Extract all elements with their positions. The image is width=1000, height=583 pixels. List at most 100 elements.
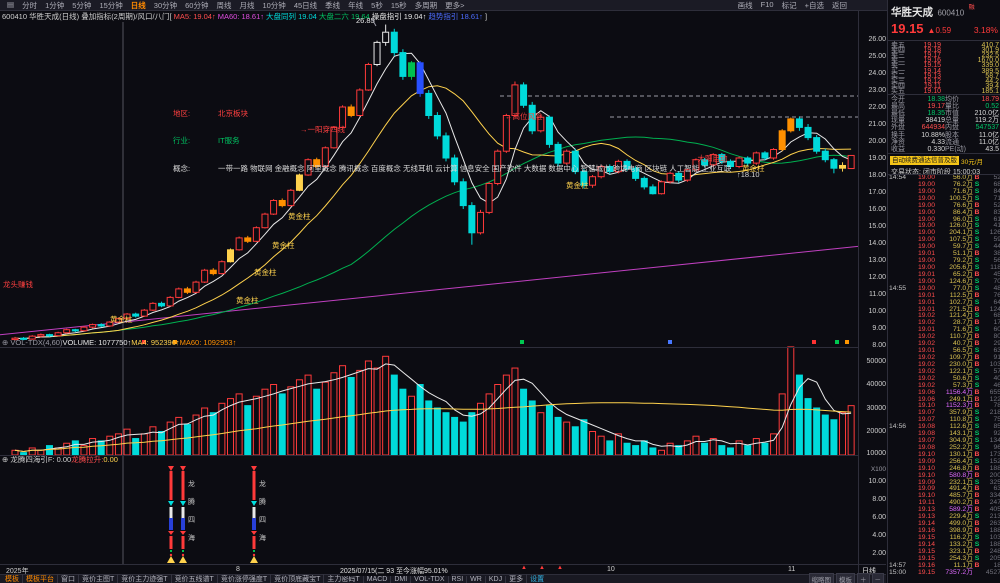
indicator-red-bar2: [252, 536, 256, 549]
indicator-tab[interactable]: 模板: [2, 574, 23, 583]
indicator-tab[interactable]: RSI: [449, 575, 468, 583]
period-button[interactable]: 45日线: [293, 0, 318, 10]
candle-body: [330, 126, 338, 149]
indicator-tab[interactable]: 设置: [530, 576, 545, 583]
indicator-tab[interactable]: 主力密码T: [324, 574, 364, 583]
indicator-tab[interactable]: DMI: [391, 575, 412, 583]
tick-cell: 45: [993, 270, 1000, 278]
candle-body: [520, 84, 528, 106]
indicator-char: 腾: [188, 497, 195, 506]
divider-axis-top: [0, 564, 886, 565]
chart-annotation: ←高位风险: [505, 111, 543, 121]
tick-cell: 19.02: [917, 340, 935, 348]
period-button[interactable]: 更多>: [445, 0, 465, 10]
indicator-red-bar2: [181, 536, 185, 549]
toolbar-button[interactable]: +自选: [804, 0, 824, 10]
tick-row: 19.13 589.2万 B 405: [889, 506, 1000, 514]
tick-cell: 71.6万: [952, 187, 973, 195]
tick-cell: [889, 362, 910, 369]
period-button[interactable]: 10分钟: [262, 0, 286, 10]
indicator-tab[interactable]: KDJ: [486, 575, 507, 583]
order-book-cell: 19.14: [923, 68, 941, 75]
indicator-tab[interactable]: MACD: [364, 575, 392, 583]
order-book-cell: 44.2: [985, 78, 999, 86]
indicator-tab[interactable]: 模板平台: [23, 574, 58, 583]
tick-cell: [889, 549, 910, 556]
tick-row: 19.00 76.6万 B 52: [889, 202, 1000, 210]
tick-cell: 46: [993, 381, 1000, 389]
window-icon[interactable]: ▤: [7, 0, 15, 9]
period-button[interactable]: 季线: [325, 0, 341, 10]
volume-ma-line: [14, 363, 852, 453]
tick-row: 19.08 252.2万 S 96: [889, 444, 1000, 452]
tick-cell: [889, 410, 910, 417]
period-button[interactable]: 分时: [22, 0, 38, 10]
period-button[interactable]: 周线: [216, 0, 232, 10]
stats-cell: 量比: [945, 103, 959, 111]
volume-bar: [201, 407, 209, 456]
tick-row: 19.00 204.1万 S 126: [889, 229, 1000, 237]
indicator-tab[interactable]: 竞价涨停强度T: [218, 574, 272, 583]
toolbar-button[interactable]: F10: [760, 0, 774, 9]
header-segment: MA4: 952396↑: [131, 339, 180, 347]
volume-bar: [778, 393, 786, 456]
indicator-tab[interactable]: 竞价五线谱T: [172, 574, 218, 583]
volume-bar: [709, 438, 717, 456]
candle-body: [390, 31, 398, 54]
period-button[interactable]: 5分钟: [72, 0, 92, 10]
period-button[interactable]: 60分钟: [185, 0, 209, 10]
mini-button[interactable]: －: [871, 573, 884, 583]
period-button[interactable]: 月线: [239, 0, 255, 10]
candle-body: [511, 84, 519, 117]
subscription-banner[interactable]: 自动续费通达信普及版 30元/月: [890, 155, 1000, 166]
period-button[interactable]: 5秒: [371, 0, 383, 10]
header-segment: 趋势指引 18.61↑: [428, 12, 483, 21]
signal-square: [845, 340, 849, 344]
tick-cell: [889, 521, 910, 528]
mini-button[interactable]: 模板: [836, 573, 855, 583]
period-button[interactable]: 15秒: [390, 0, 407, 10]
indicator-tab[interactable]: 竞价顶底藏宝T: [271, 574, 325, 583]
toolbar-button[interactable]: 画线: [737, 0, 753, 10]
long-ma-line: [0, 245, 858, 336]
tick-cell: [889, 237, 910, 244]
indicator-cyan-arrow: [251, 501, 257, 506]
tick-cell: 19.00: [917, 257, 935, 265]
toolbar-button[interactable]: 返回: [832, 0, 847, 10]
tick-by-tick-list[interactable]: 14:54 19.00 56.0万 B 52 19.00 76.2万 S 68 19.00 71.6…: [889, 175, 1000, 579]
mini-button[interactable]: 缩略图: [808, 573, 834, 583]
period-button[interactable]: 多周期: [414, 0, 438, 10]
period-button[interactable]: 15分钟: [99, 0, 123, 10]
tick-cell: 65.2万: [952, 270, 973, 278]
mini-button[interactable]: ＋: [857, 573, 870, 583]
stats-cell: 18.38: [927, 96, 945, 103]
indicator-tab[interactable]: 竞价主力迹强T: [118, 574, 172, 583]
indicator-tab[interactable]: WR: [467, 575, 486, 583]
tick-row: 19.16 398.9万 B 188: [889, 527, 1000, 535]
tick-cell: 92: [993, 430, 1000, 438]
main-chart[interactable]: 26.85→一阳穿四线←高位风险→大阳启动龙头赚钱↑18.10黄金柱黄金柱黄金柱…: [0, 0, 858, 574]
tick-cell: 56.5万: [952, 347, 973, 355]
tick-cell: 52: [993, 175, 1000, 181]
axis-signal-mark: ▲: [539, 565, 545, 571]
indicator-tab[interactable]: VOL-TDX: [411, 575, 449, 583]
period-button[interactable]: 1分钟: [45, 0, 65, 10]
stats-cell: 18.35: [927, 110, 945, 118]
candle-body: [770, 149, 778, 159]
candle-body: [459, 181, 467, 207]
tick-cell: 59.7万: [952, 243, 973, 251]
toolbar-button[interactable]: 标记: [781, 0, 797, 10]
stock-name-row: 华胜天成 600410 融: [891, 2, 999, 20]
indicator-tab[interactable]: 窗口: [58, 574, 79, 583]
tick-cell: 19.02: [917, 360, 935, 368]
tick-cell: 118: [990, 263, 1000, 271]
period-button[interactable]: 日线: [130, 0, 146, 10]
volume-bar: [166, 421, 174, 456]
indicator-tab[interactable]: 更多: [506, 574, 528, 583]
indicator-tab[interactable]: 竞价主图T: [79, 574, 119, 583]
period-button[interactable]: 年线: [348, 0, 364, 10]
tick-cell: B: [974, 319, 980, 327]
period-button[interactable]: 30分钟: [153, 0, 178, 10]
tick-row: 19.02 121.4万 S 68: [889, 313, 1000, 320]
banner-text[interactable]: 自动续费通达信普及版: [890, 156, 959, 165]
